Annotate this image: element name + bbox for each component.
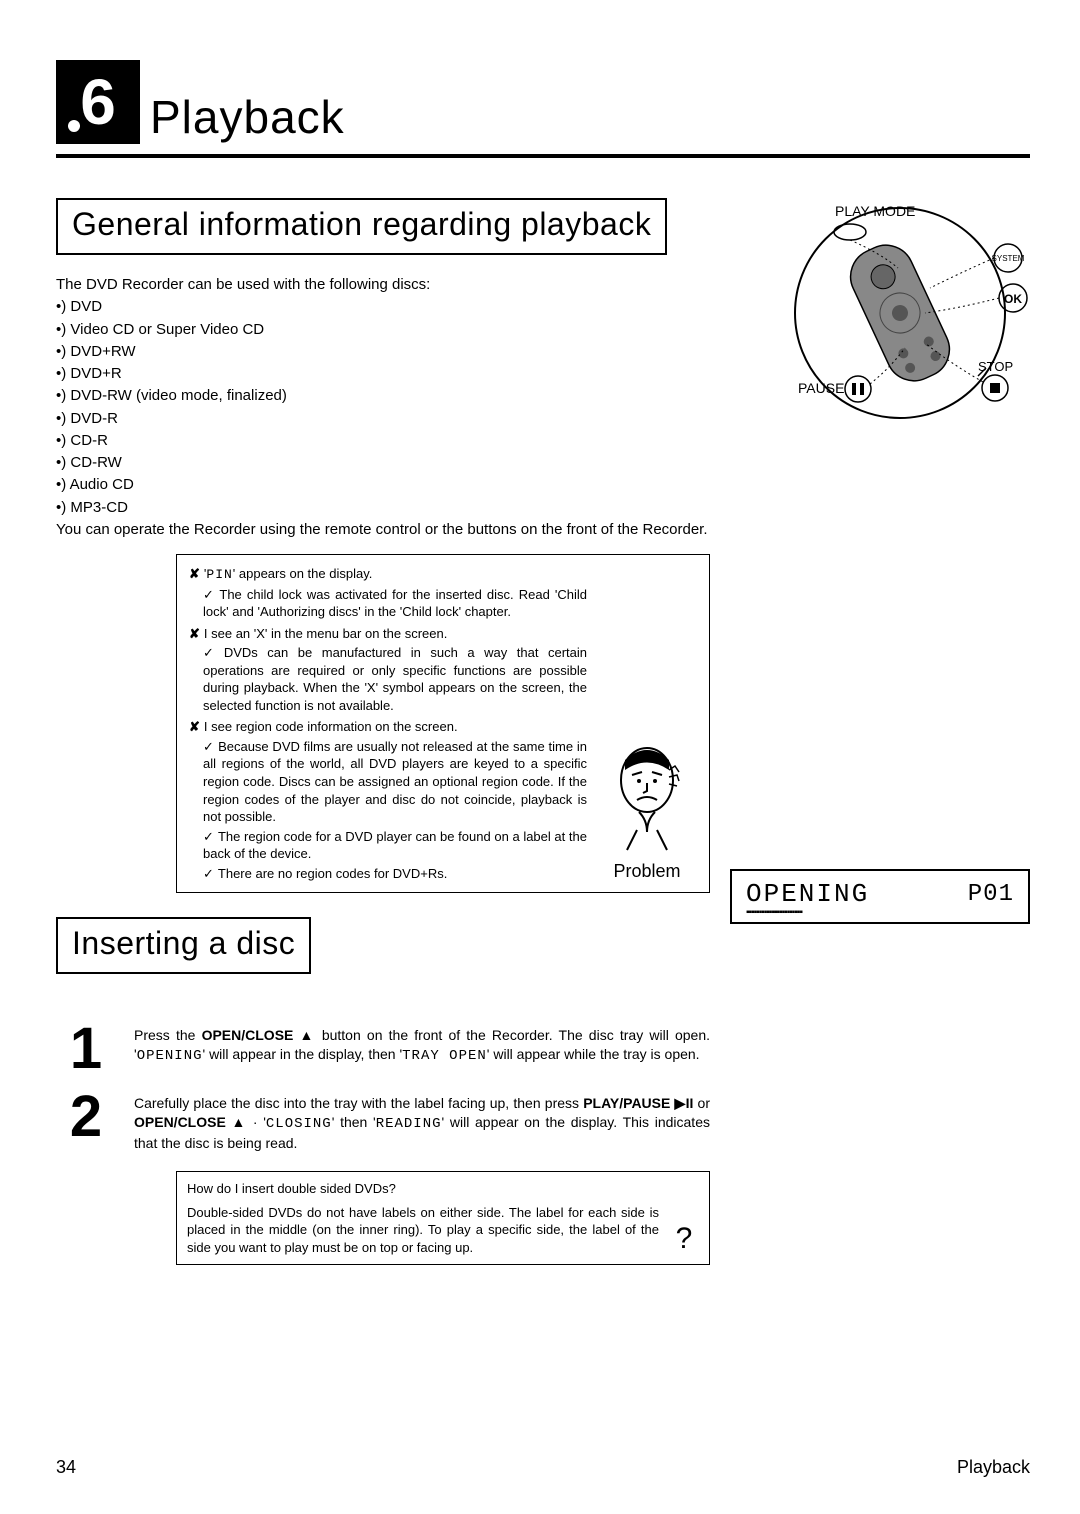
step-text: Press the OPEN/CLOSE ▲ button on the fro… [134, 1020, 710, 1078]
step-number: 2 [56, 1088, 116, 1153]
step-text: Carefully place the disc into the tray w… [134, 1088, 710, 1153]
section-heading: General information regarding playback [56, 198, 667, 255]
step-number: 1 [56, 1020, 116, 1078]
question-mark-icon: ? [669, 1222, 699, 1256]
page-number: 34 [56, 1457, 76, 1478]
lcd-display: OPENING P01 ▪▪▪▪▪▪▪▪▪▪▪▪▪▪▪▪▪▪▪▪▪▪ [730, 869, 1030, 924]
info-text: Double-sided DVDs do not have labels on … [187, 1204, 659, 1257]
disc-type-item: •) Audio CD [56, 475, 710, 495]
problem-label: Problem [613, 861, 680, 882]
outro-text: You can operate the Recorder using the r… [56, 520, 710, 540]
section-heading: Inserting a disc [56, 917, 311, 974]
intro-block: The DVD Recorder can be used with the fo… [56, 275, 710, 540]
disc-type-item: •) Video CD or Super Video CD [56, 320, 710, 340]
problem-answer: The region code for a DVD player can be … [189, 828, 587, 863]
chapter-title: Playback [150, 90, 345, 144]
problem-issue: 'PIN' appears on the display. [189, 565, 587, 584]
problem-answer: Because DVD films are usually not releas… [189, 738, 587, 826]
footer-section: Playback [957, 1457, 1030, 1478]
problem-issue: I see an 'X' in the menu bar on the scre… [189, 625, 587, 643]
problem-face-icon [607, 735, 687, 855]
display-right: P01 [968, 881, 1014, 908]
problem-issue: I see region code information on the scr… [189, 718, 587, 736]
ok-label: OK [1004, 292, 1022, 306]
problem-answer: DVDs can be manufactured in such a way t… [189, 644, 587, 714]
play-mode-label: PLAY MODE [835, 203, 915, 219]
disc-type-item: •) DVD+R [56, 364, 710, 384]
system-label: SYSTEM [992, 254, 1025, 263]
disc-type-item: •) MP3-CD [56, 498, 710, 518]
disc-type-item: •) DVD-R [56, 409, 710, 429]
remote-diagram: PLAY MODE SYSTEM OK STOP PAUSE [730, 198, 1030, 443]
disc-type-item: •) CD-RW [56, 453, 710, 473]
problem-answer: There are no region codes for DVD+Rs. [189, 865, 587, 883]
divider [56, 154, 1030, 158]
info-box: How do I insert double sided DVDs? Doubl… [176, 1171, 710, 1265]
step: 1 Press the OPEN/CLOSE ▲ button on the fr… [56, 1020, 710, 1078]
problem-box: 'PIN' appears on the display. The child l… [176, 554, 710, 893]
problem-answer: The child lock was activated for the ins… [189, 586, 587, 621]
disc-type-item: •) DVD-RW (video mode, finalized) [56, 386, 710, 406]
display-main: OPENING [746, 879, 869, 909]
step: 2 Carefully place the disc into the tray … [56, 1088, 710, 1153]
page-footer: 34 Playback [56, 1457, 1030, 1478]
info-title: How do I insert double sided DVDs? [187, 1180, 659, 1198]
pause-label: PAUSE [798, 380, 844, 396]
display-ticks: ▪▪▪▪▪▪▪▪▪▪▪▪▪▪▪▪▪▪▪▪▪▪ [746, 907, 1014, 918]
chapter-number: 6 [80, 65, 116, 139]
disc-type-item: •) DVD+RW [56, 342, 710, 362]
chapter-number-box: 6 [56, 60, 140, 144]
disc-type-item: •) DVD [56, 297, 710, 317]
disc-type-item: •) CD-R [56, 431, 710, 451]
chapter-header: 6 Playback [56, 60, 1030, 144]
intro-text: The DVD Recorder can be used with the fo… [56, 275, 710, 295]
